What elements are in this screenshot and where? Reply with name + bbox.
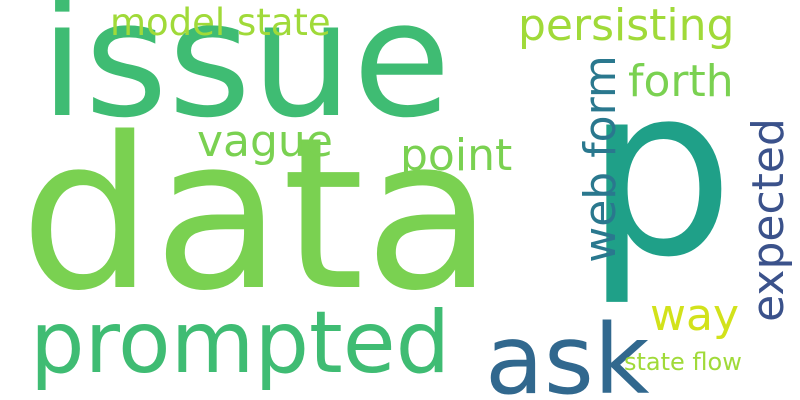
- word-ask: ask: [485, 304, 650, 400]
- word-forth: forth: [628, 56, 734, 107]
- word-persisting: persisting: [518, 0, 735, 51]
- word-point: point: [400, 130, 513, 181]
- word-state-flow: state flow: [624, 348, 742, 376]
- word-way: way: [650, 290, 739, 341]
- word-data: data: [20, 92, 494, 337]
- word-p: p: [585, 36, 735, 309]
- word-prompted: prompted: [30, 293, 451, 393]
- word-issue: issue: [40, 0, 452, 153]
- word-expected: expected: [742, 118, 794, 322]
- word-web-form: web form: [574, 55, 626, 263]
- word-vague: vague: [197, 116, 333, 167]
- word-model-state: model state: [110, 1, 331, 44]
